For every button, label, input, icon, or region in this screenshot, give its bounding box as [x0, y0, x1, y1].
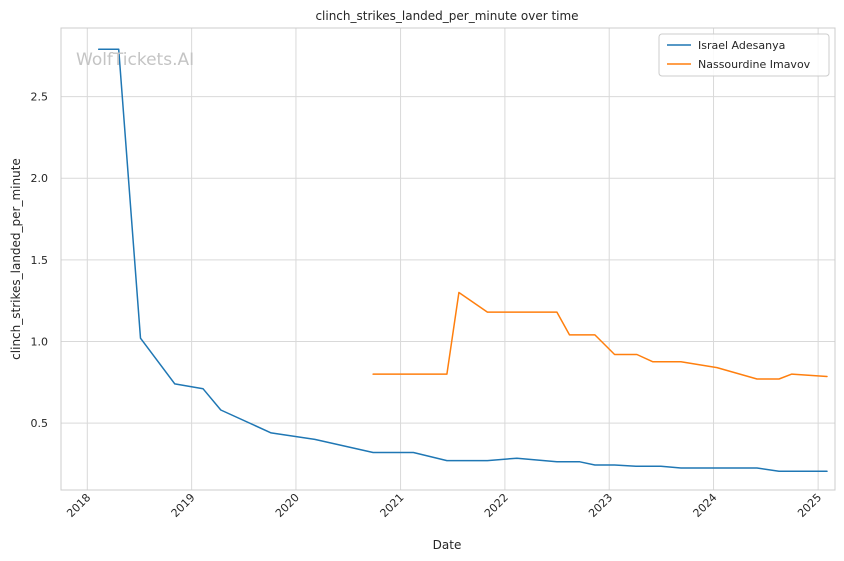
y-tick-label: 1.5: [31, 254, 49, 267]
legend: Israel Adesanya Nassourdine Imavov: [658, 33, 830, 77]
legend-label-israel-adesanya: Israel Adesanya: [698, 39, 785, 52]
x-axis-title: Date: [433, 538, 462, 552]
chart-title: clinch_strikes_landed_per_minute over ti…: [315, 9, 578, 23]
grid-layer: [61, 28, 835, 490]
y-tick-label: 1.0: [31, 335, 49, 348]
series-line-nassourdine-imavov: [372, 291, 828, 380]
legend-box: [658, 33, 830, 77]
y-axis-title: clinch_strikes_landed_per_minute: [9, 158, 23, 360]
series-layer: [97, 48, 828, 472]
series-line-israel-adesanya: [97, 48, 828, 472]
y-tick-label: 2.0: [31, 172, 49, 185]
y-tick-label: 2.5: [31, 91, 49, 104]
legend-label-nassourdine-imavov: Nassourdine Imavov: [698, 58, 811, 71]
watermark: WolfTickets.AI: [76, 50, 194, 70]
y-tick-label: 0.5: [31, 417, 49, 430]
plot-area-frame: [60, 27, 836, 491]
